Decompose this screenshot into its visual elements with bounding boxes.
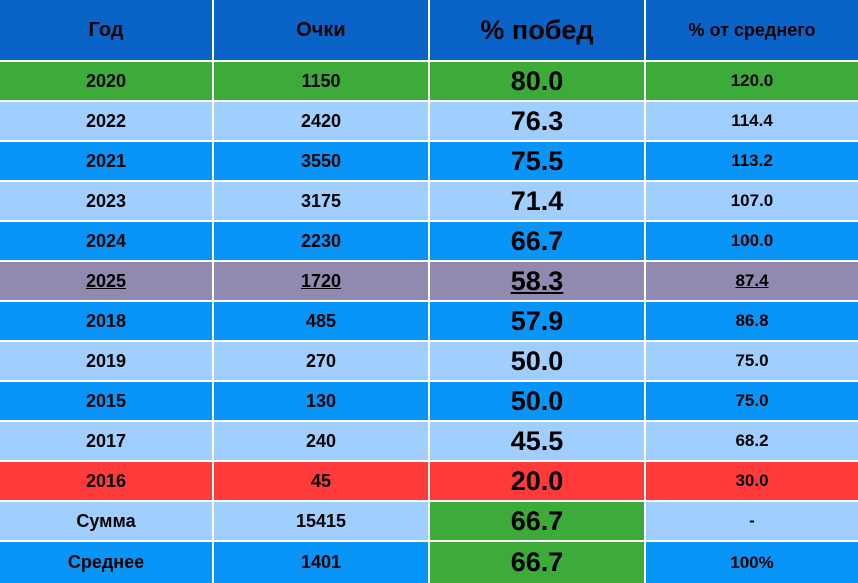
- data-cell: 1150: [214, 62, 428, 100]
- data-cell: 20.0: [430, 462, 644, 500]
- data-cell: 114.4: [646, 102, 858, 140]
- data-cell: 57.9: [430, 302, 644, 340]
- data-cell: 87.4: [646, 262, 858, 300]
- data-cell: 3550: [214, 142, 428, 180]
- data-cell: 76.3: [430, 102, 644, 140]
- data-cell: 2230: [214, 222, 428, 260]
- data-cell: 71.4: [430, 182, 644, 220]
- data-cell: 100.0: [646, 222, 858, 260]
- data-cell: 80.0: [430, 62, 644, 100]
- data-cell: 2023: [0, 182, 212, 220]
- summary-cell: Сумма: [0, 502, 212, 540]
- data-cell: 2420: [214, 102, 428, 140]
- header-cell: % от среднего: [646, 0, 858, 60]
- data-cell: 50.0: [430, 382, 644, 420]
- data-cell: 240: [214, 422, 428, 460]
- header-cell: Год: [0, 0, 212, 60]
- data-cell: 2021: [0, 142, 212, 180]
- data-cell: 2017: [0, 422, 212, 460]
- summary-cell: 15415: [214, 502, 428, 540]
- data-cell: 58.3: [430, 262, 644, 300]
- data-cell: 270: [214, 342, 428, 380]
- summary-cell: 66.7: [430, 542, 644, 583]
- data-cell: 1720: [214, 262, 428, 300]
- header-cell: Очки: [214, 0, 428, 60]
- data-cell: 2025: [0, 262, 212, 300]
- data-cell: 2019: [0, 342, 212, 380]
- data-cell: 30.0: [646, 462, 858, 500]
- summary-cell: Среднее: [0, 542, 212, 583]
- data-cell: 2020: [0, 62, 212, 100]
- data-cell: 2016: [0, 462, 212, 500]
- data-cell: 75.0: [646, 382, 858, 420]
- data-cell: 485: [214, 302, 428, 340]
- data-cell: 45: [214, 462, 428, 500]
- data-cell: 2024: [0, 222, 212, 260]
- data-cell: 113.2: [646, 142, 858, 180]
- data-cell: 86.8: [646, 302, 858, 340]
- data-cell: 2015: [0, 382, 212, 420]
- data-cell: 68.2: [646, 422, 858, 460]
- data-cell: 2018: [0, 302, 212, 340]
- summary-cell: -: [646, 502, 858, 540]
- data-cell: 107.0: [646, 182, 858, 220]
- data-cell: 2022: [0, 102, 212, 140]
- data-cell: 66.7: [430, 222, 644, 260]
- data-cell: 120.0: [646, 62, 858, 100]
- data-cell: 75.5: [430, 142, 644, 180]
- data-cell: 50.0: [430, 342, 644, 380]
- data-cell: 75.0: [646, 342, 858, 380]
- data-cell: 45.5: [430, 422, 644, 460]
- header-cell: % побед: [430, 0, 644, 60]
- data-cell: 130: [214, 382, 428, 420]
- summary-cell: 100%: [646, 542, 858, 583]
- summary-cell: 1401: [214, 542, 428, 583]
- summary-cell: 66.7: [430, 502, 644, 540]
- data-cell: 3175: [214, 182, 428, 220]
